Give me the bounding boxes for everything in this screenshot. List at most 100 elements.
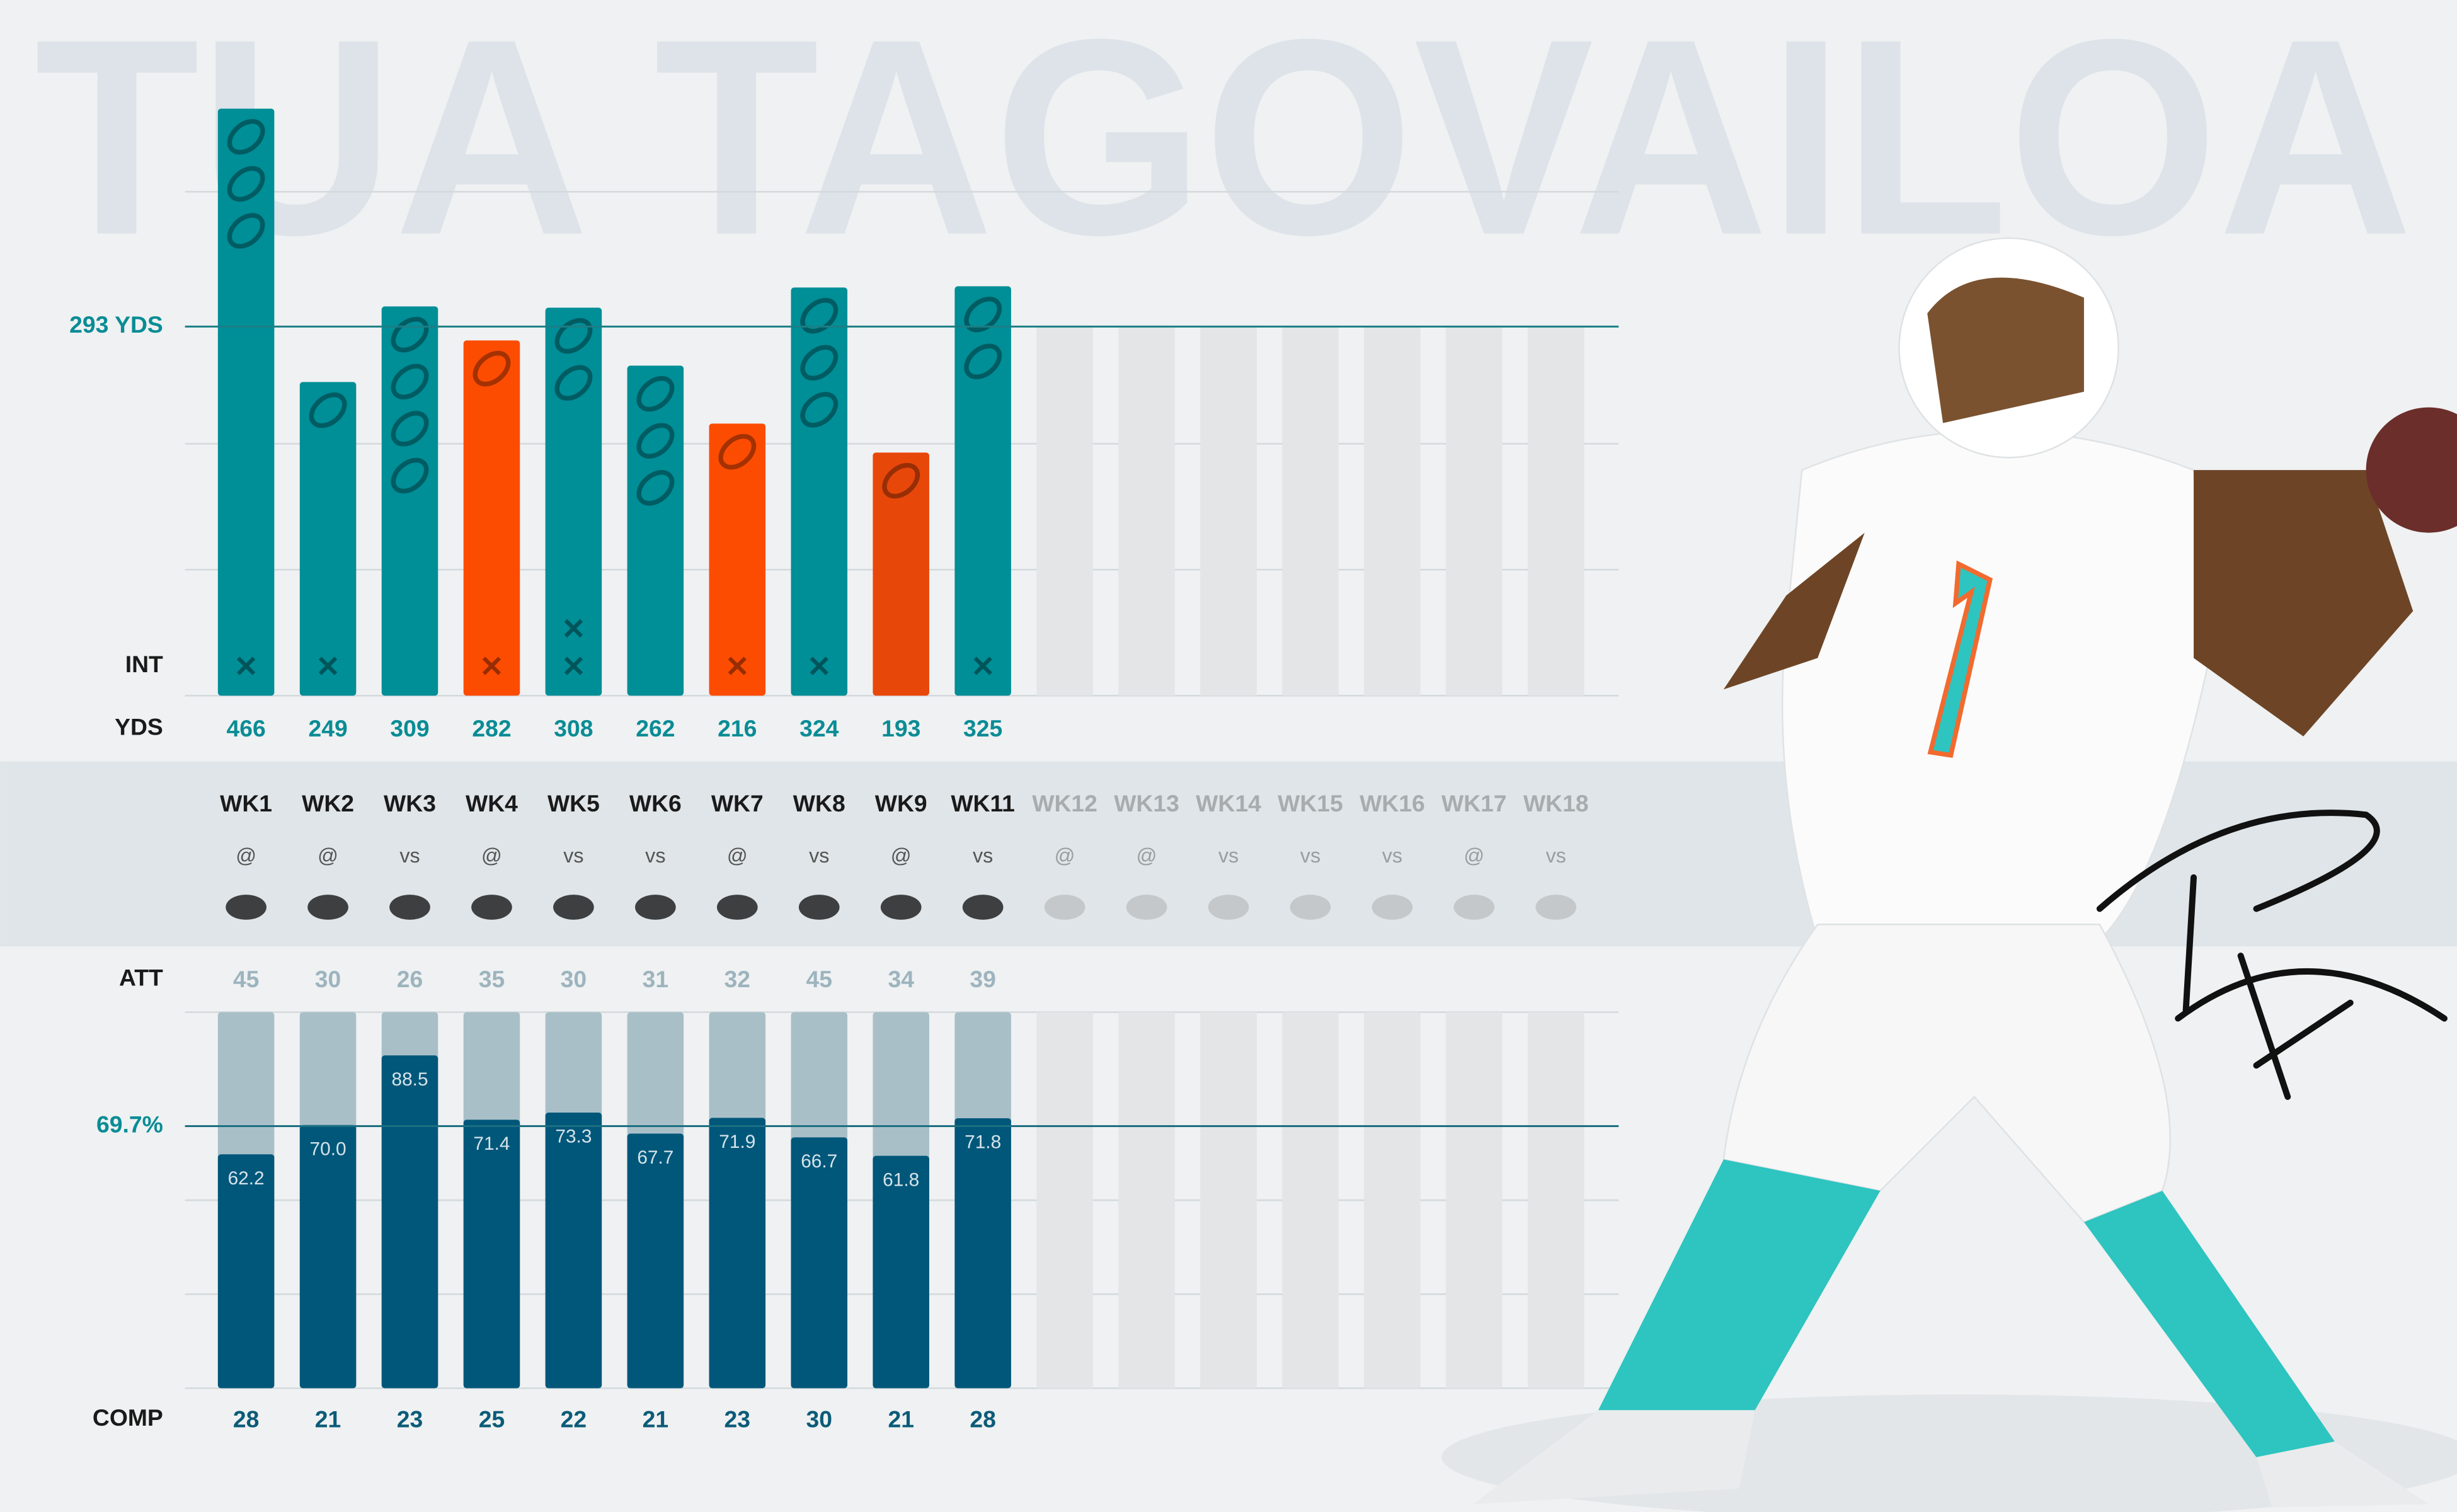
completion-pct-label: 70.0 [310, 1138, 346, 1159]
attempts-label: 45 [806, 966, 833, 992]
week-label: WK3 [384, 790, 436, 816]
touchdown-icon [800, 392, 839, 428]
completion-pct-label: 66.7 [801, 1151, 837, 1172]
yards-bar [381, 306, 438, 696]
empty-week-bar [1364, 1012, 1421, 1389]
yards-label: 216 [718, 715, 757, 742]
attempts-label: 32 [724, 966, 751, 992]
empty-week-bar [1118, 1012, 1175, 1389]
completions-label: 30 [806, 1406, 833, 1433]
yards-label: 308 [554, 715, 593, 742]
week-label: WK2 [302, 790, 354, 816]
week-label: WK17 [1441, 790, 1507, 816]
opponent-logo [1290, 895, 1331, 920]
location-label: @ [236, 844, 256, 867]
touchdown-icon [636, 423, 675, 459]
location-label: @ [1137, 844, 1157, 867]
opponent-logo [1044, 895, 1085, 920]
touchdown-icon [391, 411, 429, 447]
signature [2096, 810, 2448, 1100]
completion-pct-bar [791, 1137, 848, 1389]
completions-label: 23 [397, 1406, 423, 1433]
completion-pct-label: 71.9 [719, 1131, 755, 1152]
completions-label: 23 [724, 1406, 751, 1433]
empty-week-bar [1200, 326, 1257, 696]
player-photo [1441, 237, 2457, 1512]
week-label: WK8 [793, 790, 845, 816]
completions-label: 21 [315, 1406, 341, 1433]
week-label: WK15 [1278, 790, 1343, 816]
opponent-logo [798, 895, 840, 920]
completion-pct-label: 71.4 [473, 1133, 510, 1154]
location-label: @ [1463, 844, 1484, 867]
row-label: YDS [115, 713, 163, 740]
location-label: vs [809, 844, 829, 867]
attempts-label: 39 [970, 966, 996, 992]
yards-label: 262 [636, 715, 675, 742]
week-label: WK6 [629, 790, 682, 816]
yards-label: 282 [472, 715, 511, 742]
completion-pct-bar [954, 1118, 1011, 1389]
week-label: WK14 [1196, 790, 1261, 816]
touchdown-icon [882, 462, 920, 499]
week-label: WK13 [1114, 790, 1179, 816]
completions-label: 28 [233, 1406, 260, 1433]
attempts-label: 34 [888, 966, 914, 992]
empty-week-bar [1036, 1012, 1093, 1389]
location-label: vs [973, 844, 993, 867]
empty-week-bar [1282, 326, 1339, 696]
empty-week-bar [1118, 326, 1175, 696]
interception-icon [728, 656, 747, 675]
week-label: WK12 [1032, 790, 1097, 816]
touchdown-icon [227, 213, 265, 249]
location-label: @ [318, 844, 338, 867]
completion-pct-bar [709, 1118, 766, 1389]
opponent-logo [1535, 895, 1577, 920]
yards-bar [873, 452, 929, 696]
touchdown-icon [391, 364, 429, 399]
opponent-logo [226, 895, 266, 920]
completion-pct-label: 62.2 [228, 1168, 265, 1189]
yards-label: 249 [308, 715, 347, 742]
yards-bar [954, 286, 1011, 696]
touchdown-icon [636, 375, 675, 412]
touchdown-icon [964, 343, 1002, 379]
touchdown-icon [800, 345, 839, 381]
completion-pct-label: 61.8 [883, 1169, 919, 1190]
empty-week-bar [1528, 326, 1584, 696]
completions-label: 22 [561, 1406, 587, 1433]
opponent-logo [962, 895, 1004, 920]
empty-week-bar [1528, 1012, 1584, 1389]
location-label: vs [645, 844, 665, 867]
average-label: 69.7% [96, 1111, 163, 1137]
yards-label: 193 [881, 715, 920, 742]
completion-pct-label: 67.7 [637, 1147, 673, 1168]
opponent-logo [716, 895, 758, 920]
completions-label: 21 [643, 1406, 669, 1433]
opponent-logo [635, 895, 676, 920]
location-label: vs [1382, 844, 1402, 867]
empty-week-bar [1200, 1012, 1257, 1389]
row-label: ATT [119, 964, 163, 990]
row-label: INT [125, 651, 163, 677]
completion-pct-bar [545, 1113, 602, 1389]
week-label: WK16 [1360, 790, 1425, 816]
interception-icon [810, 656, 828, 675]
location-label: vs [1300, 844, 1320, 867]
opponent-logo [389, 895, 430, 920]
opponent-logo [1126, 895, 1167, 920]
completion-pct-bar [217, 1154, 275, 1389]
empty-week-bar [1446, 326, 1503, 696]
completions-label: 28 [970, 1406, 996, 1433]
empty-week-bar [1036, 326, 1093, 696]
touchdown-icon [227, 118, 265, 155]
interception-icon [564, 619, 583, 638]
opponent-logo [471, 895, 512, 920]
yards-bar [791, 287, 848, 696]
average-label: 293 YDS [69, 311, 163, 338]
location-label: vs [1218, 844, 1239, 867]
yards-label: 309 [390, 715, 429, 742]
completion-pct-label: 71.8 [965, 1132, 1001, 1153]
interception-icon [318, 656, 338, 675]
